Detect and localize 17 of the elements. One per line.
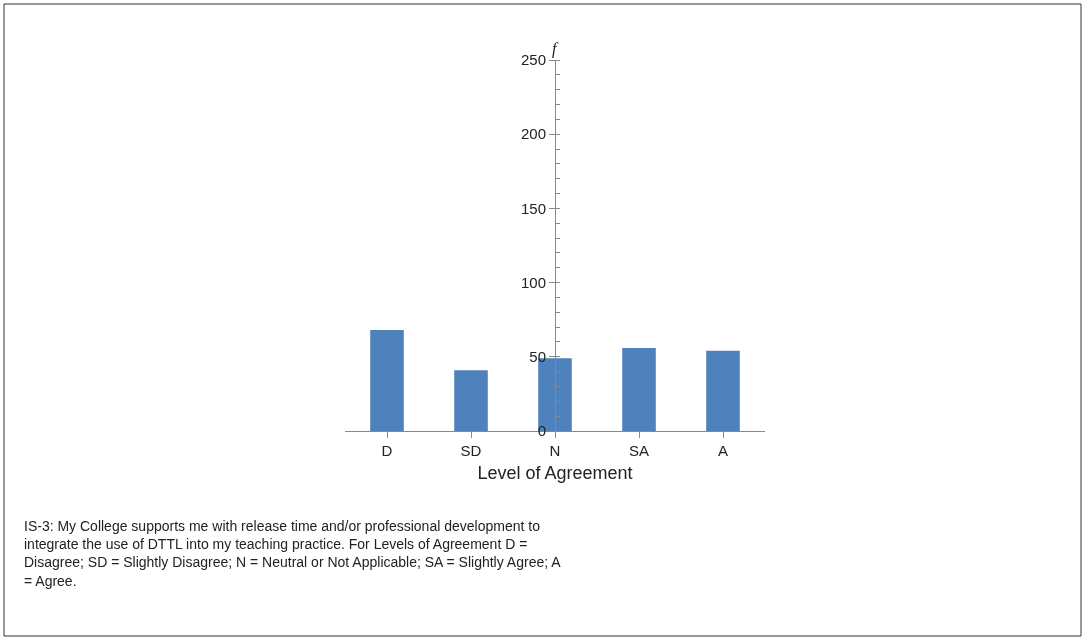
x-axis-title: Level of Agreement — [477, 463, 633, 484]
bar — [622, 347, 656, 431]
y-tick-label: 150 — [520, 199, 546, 217]
y-tick-label: 100 — [520, 273, 546, 291]
x-tick-label: SD — [460, 442, 482, 459]
x-tick-label: SA — [628, 442, 650, 459]
bar — [706, 350, 740, 431]
y-tick-label: 50 — [529, 348, 546, 366]
bar — [454, 370, 488, 431]
y-axis-title: f — [552, 40, 559, 58]
y-tick-label: 250 — [520, 51, 546, 69]
x-tick-label: A — [717, 442, 729, 459]
x-tick-label: N — [549, 442, 561, 459]
bar — [370, 330, 404, 431]
x-tick-label: D — [381, 442, 393, 459]
y-tick-label: 200 — [520, 125, 546, 143]
text: IS-3: My College supports me with release time and/or professional development to integrate the use of DTTL into my teaching practice. For Levels of Agreement D = Disagree; SD = Slightly Disagree; N = Neutral or Not Applicable; SA = Slightly Agree; A = Agree. — [24, 518, 562, 589]
